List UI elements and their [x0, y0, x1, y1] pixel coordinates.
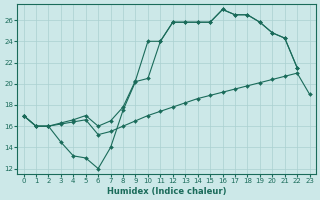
X-axis label: Humidex (Indice chaleur): Humidex (Indice chaleur) [107, 187, 226, 196]
